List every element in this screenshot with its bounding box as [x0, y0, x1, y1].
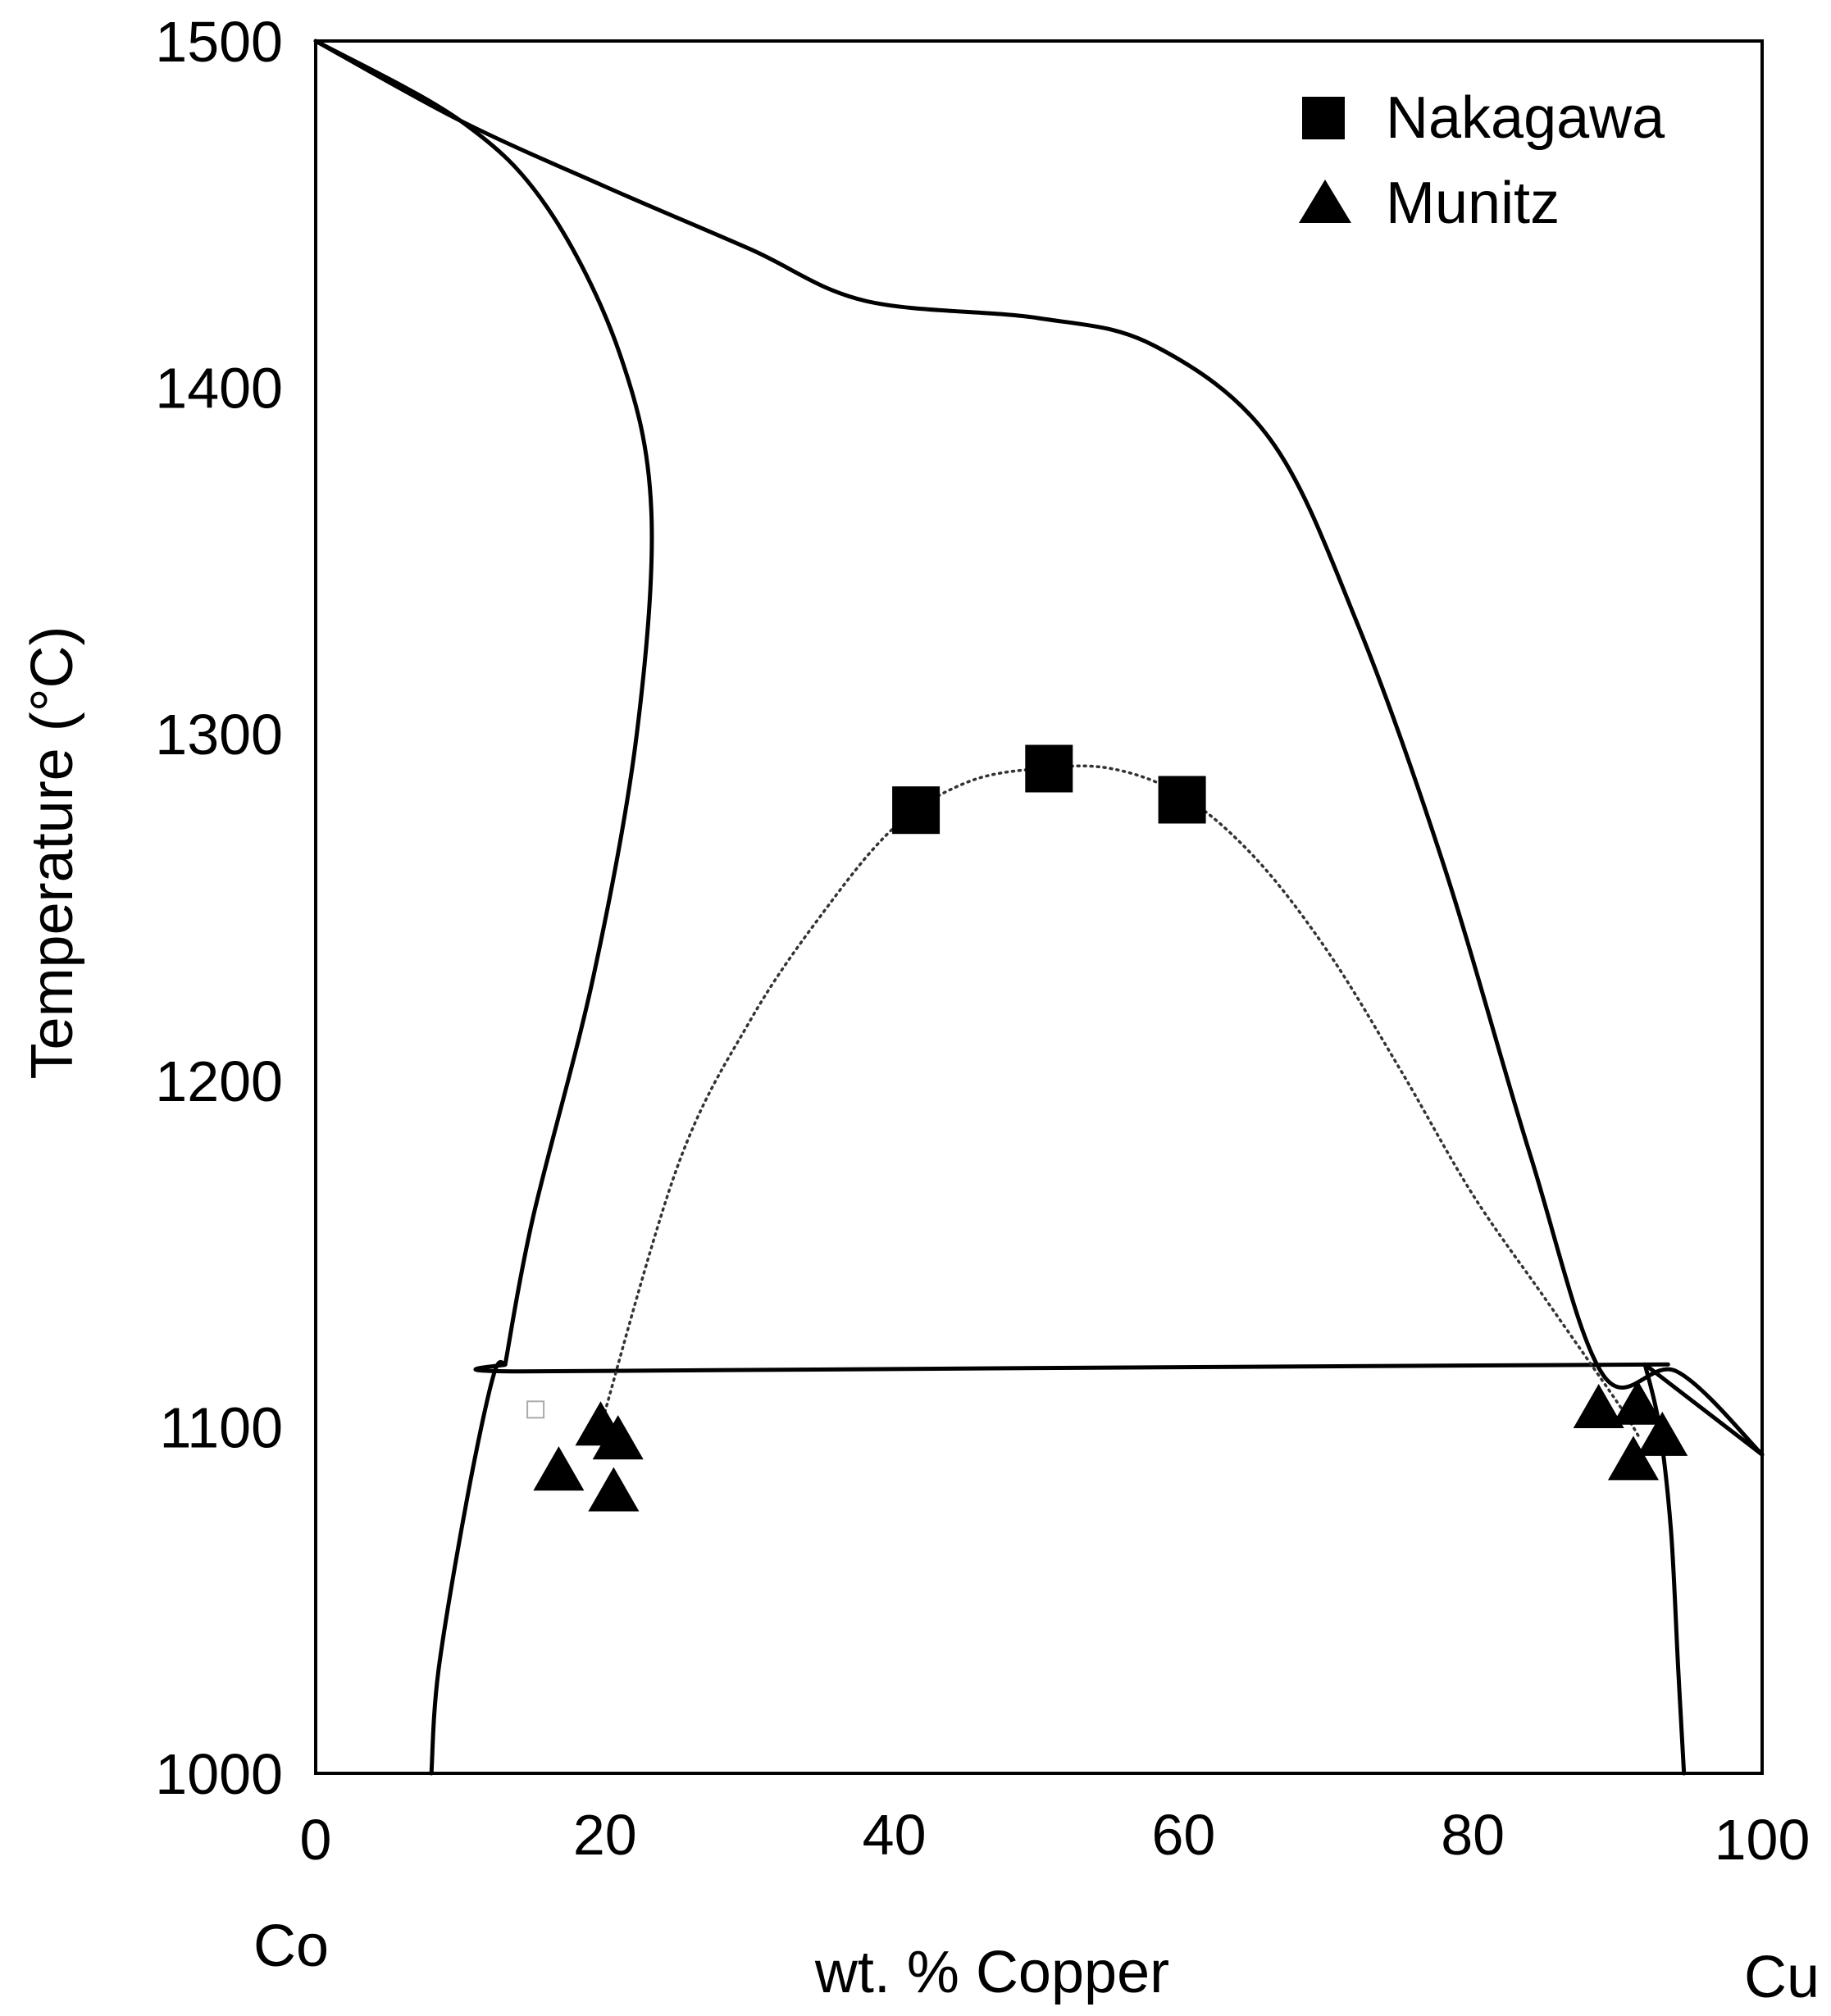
y-axis-title: Temperature (°C): [20, 626, 85, 1080]
x-tick-label: 40: [863, 1803, 927, 1867]
miscibility-gap-curve: [596, 764, 1641, 1439]
y-tick-label: 1100: [159, 1395, 283, 1459]
phase-boundaries: [313, 39, 1765, 1776]
munitz-point: [1612, 1380, 1664, 1425]
munitz-point: [1608, 1436, 1659, 1481]
x-tick-label: 100: [1715, 1808, 1811, 1872]
y-tick-label: 1300: [155, 703, 283, 767]
legend: Nakagawa Munitz: [1299, 85, 1665, 236]
data-markers: [526, 744, 1688, 1512]
co-rich-solidus-curve: [313, 39, 654, 1367]
munitz-point: [533, 1446, 585, 1491]
nakagawa-point: [1025, 744, 1073, 793]
legend-label-munitz: Munitz: [1386, 171, 1560, 236]
y-tick-labels: 1000 1100 1200 1300 1400 1500: [155, 10, 283, 1806]
cu-rich-solidus-curve: [1642, 1362, 1765, 1457]
x-tick-label: 60: [1151, 1803, 1215, 1867]
x-tick-labels: 0 20 40 60 80 100: [300, 1803, 1811, 1872]
y-tick-label: 1400: [155, 357, 283, 421]
legend-marker-nakagawa: [1302, 97, 1345, 139]
legend-marker-munitz: [1299, 180, 1351, 223]
x-tick-label: 20: [573, 1803, 637, 1867]
munitz-point: [1637, 1411, 1688, 1456]
x-tick-label: 80: [1441, 1803, 1505, 1867]
eutectic-line-curve: [473, 1362, 1670, 1374]
x-end-label-right: Cu: [1744, 1945, 1820, 2010]
x-end-label-left: Co: [253, 1914, 329, 1979]
munitz-point: [1573, 1384, 1624, 1428]
liquidus-curve: [313, 39, 1765, 1457]
nakagawa-point: [892, 786, 941, 835]
y-tick-label: 1500: [155, 10, 283, 74]
stray-hollow-marker: [526, 1400, 545, 1419]
y-tick-label: 1200: [155, 1049, 283, 1113]
x-axis-title: wt. % Copper: [814, 1940, 1169, 2005]
nakagawa-point: [1158, 776, 1206, 824]
munitz-point: [588, 1467, 640, 1512]
plot-frame: [314, 39, 1764, 1775]
co-rich-solvus-curve: [429, 1359, 508, 1776]
munitz-point: [592, 1415, 644, 1460]
legend-label-nakagawa: Nakagawa: [1386, 85, 1665, 151]
y-tick-label: 1000: [155, 1742, 283, 1806]
x-tick-label: 0: [300, 1808, 332, 1872]
